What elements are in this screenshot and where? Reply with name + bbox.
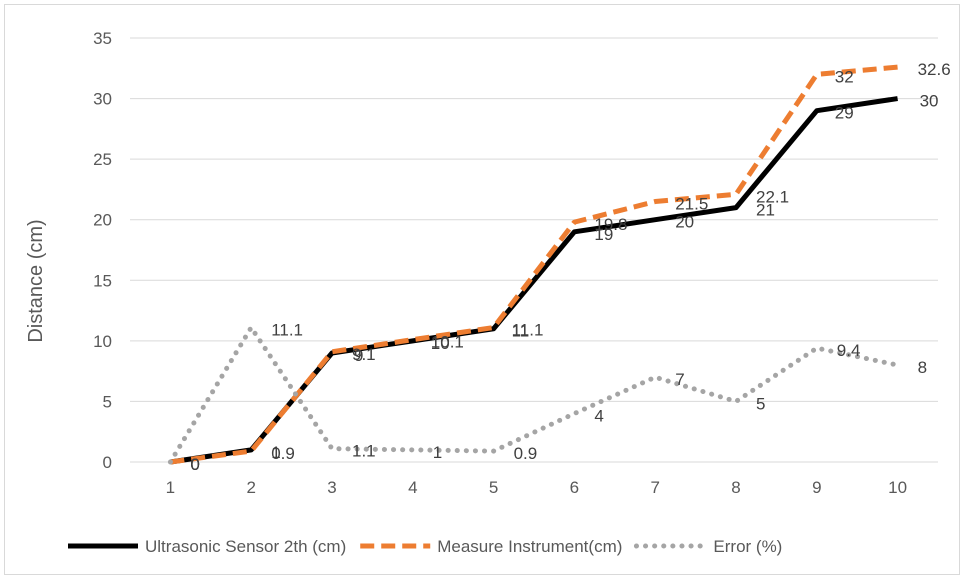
y-tick-label: 10	[93, 332, 112, 351]
data-label: 9.1	[352, 345, 376, 364]
data-label: 19	[594, 225, 613, 244]
y-tick-labels: 0 5 10 15 20 25 30 35	[93, 29, 112, 472]
y-tick-label: 15	[93, 271, 112, 290]
legend-label-3: Error (%)	[713, 537, 782, 556]
data-label: 1	[271, 443, 280, 462]
series-lines	[167, 64, 901, 465]
data-label: 9.4	[837, 341, 861, 360]
data-label: 0	[190, 455, 199, 474]
data-label: 9	[354, 346, 363, 365]
x-tick-label: 7	[650, 478, 659, 497]
data-label: 32	[835, 67, 854, 86]
data-label: 8	[918, 358, 927, 377]
data-label: 1.1	[352, 442, 376, 461]
legend: Ultrasonic Sensor 2th (cm) Measure Instru…	[68, 537, 782, 556]
y-axis-title: Distance (cm)	[25, 219, 47, 342]
data-label: 11	[512, 322, 530, 341]
y-tick-label: 25	[93, 150, 112, 169]
x-tick-label: 1	[166, 478, 175, 497]
x-tick-label: 2	[246, 478, 255, 497]
x-tick-label: 10	[888, 478, 907, 497]
data-label: 20	[675, 213, 694, 232]
data-label: 22.1	[756, 187, 789, 206]
x-tick-label: 6	[570, 478, 579, 497]
data-label: 0	[190, 455, 199, 474]
data-label: 29	[835, 104, 854, 123]
series-line-1	[170, 96, 898, 465]
x-tick-label: 8	[731, 478, 740, 497]
series-line-3	[167, 325, 901, 465]
x-tick-label: 5	[489, 478, 498, 497]
data-label: 7	[675, 370, 684, 389]
data-label: 4	[594, 407, 603, 426]
data-label: 0	[190, 455, 199, 474]
data-label: 10.1	[431, 333, 464, 352]
y-tick-label: 0	[103, 453, 112, 472]
data-label: 21.5	[675, 195, 708, 214]
data-label: 19.8	[594, 215, 627, 234]
y-tick-label: 5	[103, 392, 112, 411]
x-tick-label: 3	[327, 478, 336, 497]
series-line-2	[170, 64, 898, 465]
data-label: 0.9	[514, 444, 538, 463]
data-label: 1	[433, 443, 442, 462]
data-labels: 0191011192021293000.99.110.111.119.821.5…	[190, 60, 950, 474]
data-label: 0.9	[271, 444, 295, 463]
y-tick-label: 35	[93, 29, 112, 48]
data-label: 32.6	[918, 60, 951, 79]
legend-label-1: Ultrasonic Sensor 2th (cm)	[145, 537, 346, 556]
x-tick-labels: 1 2 3 4 5 6 7 8 9 10	[166, 478, 907, 497]
data-label: 5	[756, 394, 765, 413]
y-tick-label: 20	[93, 211, 112, 230]
data-label: 30	[920, 92, 939, 111]
data-label: 11.1	[512, 321, 544, 340]
y-tick-label: 30	[93, 90, 112, 109]
data-label: 10	[431, 334, 450, 353]
data-label: 11.1	[271, 321, 303, 340]
x-tick-label: 9	[812, 478, 821, 497]
legend-label-2: Measure Instrument(cm)	[437, 537, 622, 556]
gridlines	[130, 37, 938, 463]
x-tick-label: 4	[408, 478, 417, 497]
data-label: 21	[756, 201, 775, 220]
